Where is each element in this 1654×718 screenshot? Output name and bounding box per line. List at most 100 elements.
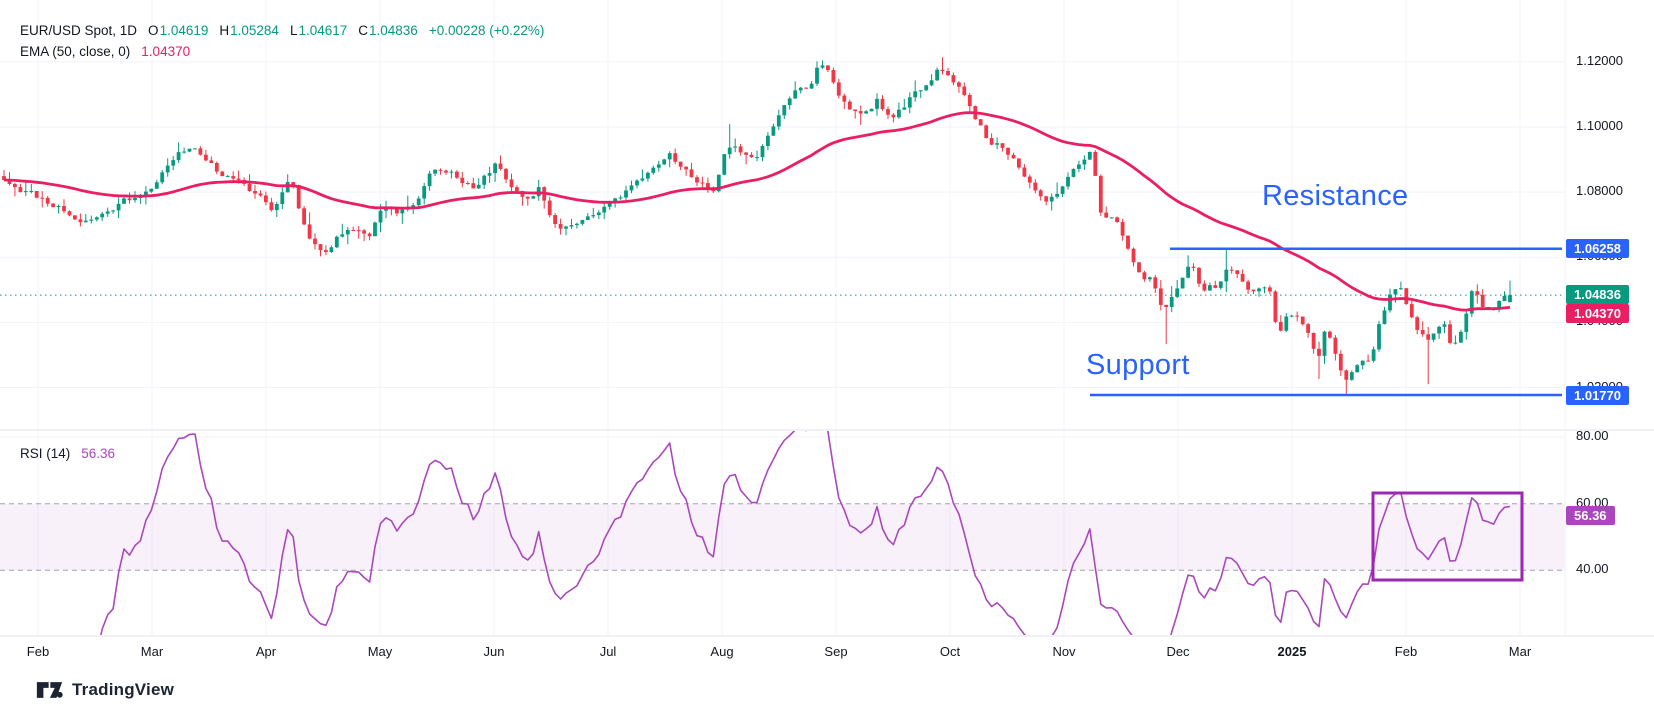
tradingview-logo[interactable]: TradingView bbox=[36, 680, 174, 700]
candle-body bbox=[946, 71, 950, 76]
candle-body bbox=[618, 197, 623, 199]
candle-body bbox=[760, 146, 765, 158]
candle-body bbox=[766, 135, 770, 146]
candle-body bbox=[56, 206, 61, 208]
symbol-title: EUR/USD Spot, 1D bbox=[20, 23, 138, 38]
candle-body bbox=[455, 171, 459, 178]
rsi-tick-label: 40.00 bbox=[1576, 561, 1609, 577]
candle-body bbox=[378, 210, 383, 223]
candle-body bbox=[1399, 288, 1403, 290]
candle-body bbox=[684, 166, 688, 170]
candle-body bbox=[73, 215, 77, 220]
candle-body bbox=[1049, 196, 1054, 202]
candle-body bbox=[1431, 333, 1436, 340]
candle-body bbox=[416, 198, 421, 206]
candle-body bbox=[318, 244, 323, 251]
candle-body bbox=[1317, 348, 1321, 356]
time-axis[interactable]: Feb Mar Apr May Jun Jul Aug Sep Oct Nov Dec 2025 Feb… bbox=[0, 637, 1654, 671]
candle-body bbox=[673, 153, 678, 162]
candle-body bbox=[62, 206, 66, 212]
time-tick-label: Oct bbox=[939, 644, 961, 659]
candle-body bbox=[482, 175, 487, 185]
resistance-annotation-label[interactable]: Resistance bbox=[1262, 180, 1409, 212]
tradingview-logo-text: TradingView bbox=[72, 680, 175, 699]
candle-body bbox=[1109, 217, 1114, 219]
candle-body bbox=[547, 200, 552, 216]
candle-body bbox=[34, 191, 39, 198]
candle-body bbox=[18, 187, 23, 193]
candle-body bbox=[1240, 274, 1245, 282]
candle-body bbox=[1268, 287, 1272, 292]
rsi-tick-label: 60.00 bbox=[1576, 494, 1609, 510]
candle-body bbox=[624, 190, 628, 198]
candle-body bbox=[427, 173, 432, 187]
candle-body bbox=[1038, 190, 1043, 197]
time-tick-label: Nov bbox=[1052, 644, 1076, 659]
main-legend: EUR/USD Spot, 1D O 1.04619 H 1.05284 L 1.04… bbox=[20, 20, 544, 62]
candle-body bbox=[1508, 295, 1512, 303]
candle-body bbox=[1071, 168, 1076, 177]
candle-body bbox=[1306, 324, 1310, 333]
resistance-price-badge: 1.06258 bbox=[1566, 239, 1629, 259]
candle-body bbox=[460, 177, 465, 183]
candle-body bbox=[345, 230, 350, 235]
candle-body bbox=[967, 95, 972, 107]
candle-body bbox=[438, 169, 443, 171]
candle-body bbox=[509, 179, 514, 188]
candle-body bbox=[291, 182, 296, 185]
rsi-highlight-box[interactable] bbox=[1371, 491, 1524, 582]
candle-body bbox=[1295, 315, 1300, 317]
candle-body bbox=[1437, 326, 1441, 334]
candle-body bbox=[962, 86, 967, 95]
candle-body bbox=[149, 188, 154, 192]
candle-body bbox=[1426, 334, 1431, 340]
candle-body bbox=[1453, 342, 1458, 344]
candle-body bbox=[29, 191, 34, 192]
candle-body bbox=[847, 101, 852, 110]
candle-body bbox=[913, 91, 918, 98]
candle-body bbox=[1164, 304, 1169, 307]
candle-body bbox=[525, 196, 530, 199]
ema-legend-row[interactable]: EMA (50, close, 0) 1.04370 bbox=[20, 41, 544, 62]
candle-body bbox=[498, 163, 503, 169]
candle-body bbox=[1202, 283, 1207, 291]
candle-body bbox=[727, 147, 732, 155]
candle-body bbox=[51, 203, 55, 208]
price-axis[interactable]: 1.120001.100001.080001.060001.040001.020… bbox=[1565, 0, 1654, 636]
candle-body bbox=[296, 185, 301, 209]
candle-body bbox=[23, 191, 28, 193]
candle-body bbox=[929, 80, 934, 86]
candle-body bbox=[711, 189, 716, 192]
candle-body bbox=[1000, 143, 1005, 148]
candle-body bbox=[100, 213, 105, 218]
support-annotation-label[interactable]: Support bbox=[1086, 349, 1190, 381]
candle-body bbox=[411, 205, 416, 207]
candle-body bbox=[1393, 289, 1398, 295]
candle-body bbox=[198, 148, 203, 155]
candle-body bbox=[826, 65, 830, 70]
candle-body bbox=[274, 204, 279, 211]
candle-body bbox=[1158, 288, 1163, 305]
candle-body bbox=[656, 164, 661, 168]
candle-body bbox=[433, 169, 437, 174]
candle-body bbox=[553, 215, 557, 224]
candle-body bbox=[313, 238, 317, 245]
candle-body bbox=[918, 90, 923, 92]
time-tick-label: Jul bbox=[599, 644, 617, 659]
candle-body bbox=[187, 148, 192, 152]
candle-body bbox=[1333, 337, 1338, 354]
candle-body bbox=[1355, 365, 1360, 373]
candle-body bbox=[133, 198, 137, 201]
symbol-legend-row[interactable]: EUR/USD Spot, 1D O 1.04619 H 1.05284 L 1.04… bbox=[20, 20, 544, 41]
candle-body bbox=[635, 180, 639, 186]
candle-body bbox=[258, 193, 263, 196]
candle-body bbox=[1497, 301, 1501, 310]
candle-body bbox=[236, 178, 241, 180]
candle-body bbox=[94, 217, 99, 220]
candle-body bbox=[83, 220, 88, 223]
candle-body bbox=[706, 183, 710, 190]
rsi-legend-row[interactable]: RSI (14) 56.36 bbox=[20, 443, 115, 464]
candle-body bbox=[1033, 182, 1038, 191]
candle-body bbox=[984, 125, 989, 138]
